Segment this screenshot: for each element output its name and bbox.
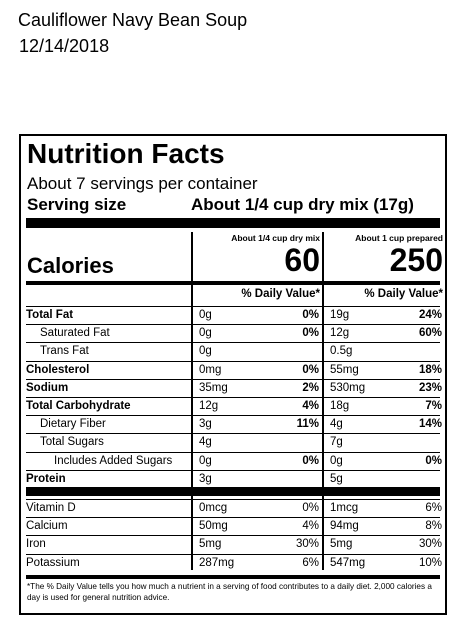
nutrient-name: Total Fat xyxy=(26,309,74,321)
percent-prepared: 60% xyxy=(418,327,442,340)
vitamin-row: Potassium 287mg 6% 547mg 10% xyxy=(26,553,442,573)
amount-dry-mix: 0g xyxy=(199,345,212,358)
nutrient-row: Protein 3g 5g xyxy=(26,469,440,489)
servings-per-container: About 7 servings per container xyxy=(27,174,258,193)
nutrient-name: Iron xyxy=(26,538,46,551)
amount-prepared: 55mg xyxy=(330,363,359,376)
amount-dry-mix: 3g xyxy=(199,472,212,485)
amount-dry-mix: 35mg xyxy=(199,381,228,394)
nutrient-row: Saturated Fat 0g 0% 12g 60% xyxy=(26,324,442,343)
amount-prepared: 12g xyxy=(330,327,350,340)
percent-prepared: 8% xyxy=(425,520,442,533)
vitamin-row: Calcium 50mg 4% 94mg 8% xyxy=(26,517,442,536)
nutrient-name: Saturated Fat xyxy=(40,327,110,340)
percent-prepared: 30% xyxy=(418,538,442,551)
amount-prepared: 0g xyxy=(330,454,343,467)
nutrient-name: Sodium xyxy=(26,381,69,394)
percent-dry-mix: 0% xyxy=(302,502,319,514)
nutrition-facts-heading: Nutrition Facts xyxy=(27,138,225,169)
nutrient-name: Protein xyxy=(26,472,66,485)
percent-dry-mix: 0% xyxy=(302,327,319,340)
column-header-prepared: About 1 cup prepared xyxy=(355,233,443,243)
amount-prepared: 7g xyxy=(330,436,343,449)
nutrient-name: Dietary Fiber xyxy=(40,418,106,431)
serving-size-label: Serving size xyxy=(27,195,127,214)
percent-prepared: 14% xyxy=(418,418,442,431)
percent-dry-mix: 6% xyxy=(302,556,319,569)
recipe-title: Cauliflower Navy Bean Soup xyxy=(18,10,248,30)
percent-prepared: 23% xyxy=(418,381,442,394)
amount-dry-mix: 5mg xyxy=(199,538,222,551)
nutrient-name: Total Carbohydrate xyxy=(26,400,131,412)
calories-value-prepared: 250 xyxy=(389,242,443,278)
amount-prepared: 94mg xyxy=(330,520,359,533)
amount-dry-mix: 0g xyxy=(199,327,212,340)
percent-dry-mix: 2% xyxy=(302,381,319,394)
percent-dry-mix: 11% xyxy=(296,418,319,431)
nutrient-name: Potassium xyxy=(26,556,80,569)
nutrient-row: Trans Fat 0g 0.5g xyxy=(26,342,440,361)
nutrient-row: Includes Added Sugars 0g 0% 0g 0% xyxy=(26,451,442,471)
daily-value-header: % Daily Value* xyxy=(364,288,443,300)
calories-value-dry-mix: 60 xyxy=(284,242,320,278)
percent-dry-mix: 30% xyxy=(295,538,319,551)
amount-dry-mix: 287mg xyxy=(199,556,235,569)
amount-prepared: 5mg xyxy=(330,538,353,551)
column-divider xyxy=(322,232,324,570)
daily-value-header: % Daily Value* xyxy=(241,288,320,300)
nutrient-row: Total Fat 0g 0% 19g 24% xyxy=(26,306,442,325)
amount-prepared: 5g xyxy=(330,472,343,485)
nutrient-name: Calcium xyxy=(26,520,68,533)
nutrient-name: Cholesterol xyxy=(26,363,90,376)
amount-dry-mix: 12g xyxy=(199,400,219,412)
nutrient-row: Dietary Fiber 3g 11% 4g 14% xyxy=(26,415,442,434)
nutrient-row: Sodium 35mg 2% 530mg 23% xyxy=(26,378,442,398)
nutrient-row: Cholesterol 0mg 0% 55mg 18% xyxy=(26,360,442,380)
nutrient-name: Vitamin D xyxy=(26,502,76,514)
amount-prepared: 547mg xyxy=(330,556,366,569)
percent-prepared: 24% xyxy=(418,309,442,321)
nutrition-facts-panel: Nutrition Facts About 7 servings per con… xyxy=(19,134,447,615)
percent-prepared: 6% xyxy=(425,502,442,514)
nutrient-name: Trans Fat xyxy=(40,345,89,358)
amount-prepared: 0.5g xyxy=(330,345,353,358)
amount-dry-mix: 0g xyxy=(199,454,212,467)
calories-label: Calories xyxy=(27,253,114,278)
medium-divider xyxy=(26,575,440,579)
thick-divider xyxy=(26,218,440,228)
percent-prepared: 18% xyxy=(418,363,442,376)
nutrient-row: Total Carbohydrate 12g 4% 18g 7% xyxy=(26,397,442,416)
amount-prepared: 19g xyxy=(330,309,350,321)
amount-dry-mix: 0g xyxy=(199,309,212,321)
column-header-dry-mix: About 1/4 cup dry mix xyxy=(231,233,320,243)
amount-prepared: 18g xyxy=(330,400,350,412)
amount-prepared: 530mg xyxy=(330,381,366,394)
percent-prepared: 10% xyxy=(418,556,442,569)
amount-dry-mix: 50mg xyxy=(199,520,228,533)
percent-dry-mix: 0% xyxy=(302,363,319,376)
vitamin-row: Vitamin D 0mcg 0% 1mcg 6% xyxy=(26,499,442,518)
recipe-date: 12/14/2018 xyxy=(19,36,110,56)
medium-divider xyxy=(26,281,440,285)
nutrient-name: Includes Added Sugars xyxy=(54,454,173,467)
vitamin-row: Iron 5mg 30% 5mg 30% xyxy=(26,535,442,554)
percent-dry-mix: 4% xyxy=(302,400,319,412)
footnote: *The % Daily Value tells you how much a … xyxy=(27,582,432,602)
percent-dry-mix: 4% xyxy=(302,520,319,533)
percent-dry-mix: 0% xyxy=(302,309,319,321)
percent-prepared: 7% xyxy=(425,400,442,412)
amount-dry-mix: 4g xyxy=(199,436,212,449)
serving-size-value: About 1/4 cup dry mix (17g) xyxy=(191,195,414,214)
percent-dry-mix: 0% xyxy=(302,454,319,467)
thick-divider xyxy=(26,487,440,496)
amount-dry-mix: 0mcg xyxy=(199,502,228,514)
amount-prepared: 1mcg xyxy=(330,502,359,514)
column-divider xyxy=(191,232,193,570)
amount-dry-mix: 0mg xyxy=(199,363,222,376)
nutrient-row: Total Sugars 4g 7g xyxy=(26,433,440,452)
percent-prepared: 0% xyxy=(425,454,442,467)
amount-dry-mix: 3g xyxy=(199,418,212,431)
nutrient-name: Total Sugars xyxy=(40,436,104,449)
amount-prepared: 4g xyxy=(330,418,343,431)
